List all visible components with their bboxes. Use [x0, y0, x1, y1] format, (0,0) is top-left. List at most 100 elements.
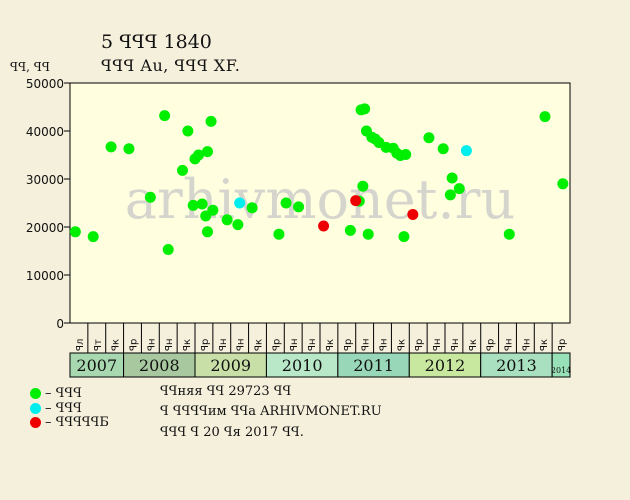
year-label: 2010	[282, 356, 323, 375]
data-point	[202, 226, 213, 238]
y-tick-label: 50000	[26, 77, 64, 91]
x-tick-label: ꟼр	[486, 339, 497, 351]
x-axis-years: 2007 2008 2009 2010 2011 2012 2013 2014	[69, 352, 571, 378]
data-point	[318, 220, 330, 232]
data-point	[232, 219, 244, 231]
y-tick-label: 30000	[26, 173, 64, 187]
data-point	[187, 199, 199, 211]
data-point	[400, 149, 412, 161]
y-axis: 0 10000 20000 30000 40000 50000	[26, 77, 70, 331]
year-label: 2012	[425, 356, 466, 375]
data-point	[503, 228, 515, 240]
data-point	[344, 224, 356, 236]
x-tick-label: ꟼн	[432, 338, 443, 351]
data-point	[273, 228, 285, 240]
data-point	[446, 172, 458, 184]
x-tick-label: ꟼр	[271, 339, 282, 351]
data-point	[557, 178, 569, 190]
x-tick-label: ꟼк	[111, 339, 122, 351]
data-point	[398, 231, 410, 243]
data-point	[207, 204, 219, 216]
x-tick-label: ꟼн	[146, 338, 157, 351]
data-point	[123, 143, 135, 155]
year-label: 2008	[139, 356, 180, 375]
data-point	[460, 145, 472, 157]
data-point	[182, 125, 194, 137]
data-point	[357, 180, 369, 192]
year-band	[551, 352, 571, 378]
x-tick-label: ꟼт	[93, 339, 104, 351]
legend-label: – ꟼꟼꟼꟼꟼБ	[45, 415, 109, 430]
data-point	[280, 197, 292, 209]
data-point	[162, 244, 174, 256]
x-tick-label: ꟼк	[468, 339, 479, 351]
note-date: ꟼꟼꟼ ꟼ 20 ꟼя 2017 ꟼꟼ.	[160, 425, 304, 440]
x-tick-label: ꟼк	[254, 339, 265, 351]
y-tick-label: 20000	[26, 221, 64, 235]
x-tick-label: ꟼн	[307, 338, 318, 351]
legend-swatch	[30, 403, 41, 414]
data-point	[87, 231, 99, 243]
data-point	[144, 191, 156, 203]
legend-item-cyan: – ꟼꟼꟼ	[30, 401, 82, 416]
year-band	[69, 352, 125, 378]
year-label: 2009	[210, 356, 251, 375]
x-tick-label: ꟼк	[539, 339, 550, 351]
y-tick-label: 10000	[26, 269, 64, 283]
data-points	[69, 103, 569, 256]
data-point	[407, 209, 419, 221]
x-tick-label: ꟼн	[450, 338, 461, 351]
y-tick-label: 0	[56, 317, 64, 331]
data-point	[196, 198, 208, 210]
data-point	[205, 115, 217, 127]
data-point	[202, 146, 213, 158]
x-tick-label: ꟼр	[200, 339, 211, 351]
data-point	[539, 111, 551, 123]
plot-area	[69, 82, 571, 324]
legend-item-red: – ꟼꟼꟼꟼꟼБ	[30, 415, 109, 430]
data-point	[423, 132, 435, 144]
data-point	[159, 110, 171, 122]
data-point	[69, 226, 81, 238]
legend-swatch	[30, 388, 41, 399]
data-point	[453, 183, 465, 195]
data-point	[177, 164, 188, 176]
data-point	[105, 141, 117, 153]
data-point	[234, 197, 246, 209]
legend-swatch	[30, 417, 41, 428]
data-point	[350, 195, 362, 207]
data-point	[444, 189, 456, 201]
data-point	[359, 103, 371, 115]
y-tick-label: 40000	[26, 125, 64, 139]
x-tick-label: ꟼк	[396, 339, 407, 351]
legend-item-green: – ꟼꟼꟼ	[30, 386, 82, 401]
x-tick-label: ꟼн	[504, 338, 515, 351]
note-average: ꟼꟼняя ꟼꟼ 29723 ꟼꟼ	[160, 384, 292, 399]
x-tick-label: ꟼр	[129, 339, 140, 351]
x-tick-label: ꟼн	[361, 338, 372, 351]
data-point	[437, 143, 449, 155]
x-tick-label: ꟼн	[218, 338, 229, 351]
x-tick-label: ꟼр	[343, 339, 354, 351]
x-tick-label: ꟼк	[182, 339, 193, 351]
year-band	[408, 352, 482, 378]
year-label: 2011	[353, 356, 394, 375]
data-point	[362, 228, 374, 240]
year-label: 2013	[496, 356, 537, 375]
year-band	[123, 352, 196, 378]
year-band	[265, 352, 339, 378]
x-tick-label: ꟼр	[557, 339, 568, 351]
data-point	[193, 149, 205, 161]
legend-label: – ꟼꟼꟼ	[45, 386, 82, 401]
x-tick-label: ꟼк	[325, 339, 336, 351]
y-axis-unit: ꟼꟼ, ꟼꟼ	[10, 60, 50, 74]
data-point	[293, 201, 305, 213]
year-band	[337, 352, 410, 378]
legend-label: – ꟼꟼꟼ	[45, 401, 82, 416]
x-tick-label: ꟼн	[289, 338, 300, 351]
x-tick-label: ꟼр	[414, 339, 425, 351]
x-tick-label: ꟼн	[164, 338, 175, 351]
x-tick-label: ꟼн	[379, 338, 390, 351]
chart-subtitle: ꟼꟼꟼ Au, ꟼꟼꟼ XF.	[101, 56, 241, 75]
